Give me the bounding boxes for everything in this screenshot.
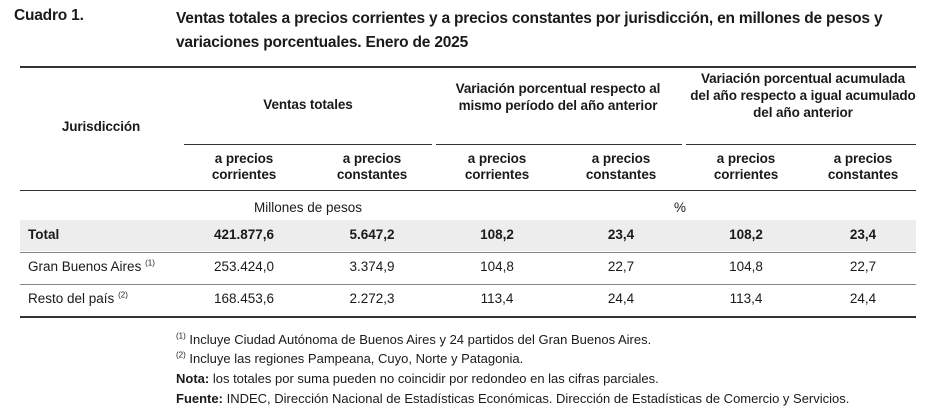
cell-resto-acum-constantes: 24,4 [849, 291, 877, 306]
source-line: Fuente: INDEC, Dirección Nacional de Est… [176, 391, 849, 407]
subheader-constantes-3: a precios constantes [827, 151, 899, 182]
cell-total-ventas-constantes: 5.647,2 [349, 227, 395, 242]
cell-total-acum-corrientes: 108,2 [729, 227, 763, 242]
header-jurisdiccion: Jurisdicción [61, 119, 141, 134]
subheader-corrientes-1: a precios corrientes [211, 151, 277, 182]
cell-gba-ventas-corrientes: 253.424,0 [213, 259, 275, 274]
bottom-rule [20, 316, 916, 318]
table-title: Ventas totales a precios corrientes y a … [176, 10, 883, 51]
subheader-constantes-2: a precios constantes [585, 151, 657, 182]
row-divider-1 [20, 252, 916, 253]
row-label-gba: Gran Buenos Aires (1) [28, 258, 155, 276]
cell-gba-acum-corrientes: 104,8 [729, 259, 763, 274]
footnote-1-text: Incluye Ciudad Autónoma de Buenos Aires … [189, 332, 652, 347]
cell-resto-ventas-corrientes: 168.453,6 [213, 291, 275, 306]
cell-total-ventas-corrientes: 421.877,6 [213, 227, 275, 242]
header-variacion-acumulada: Variación porcentual acumulada del año r… [690, 71, 916, 120]
footnote-2-mark: (2) [176, 350, 186, 360]
cell-resto-ventas-constantes: 2.272,3 [349, 291, 395, 306]
subheader-corrientes-2: a precios corrientes [464, 151, 530, 182]
group-rule-ventas [184, 144, 432, 145]
cell-gba-var-constantes: 22,7 [607, 259, 635, 274]
header-rule [20, 190, 916, 191]
source-label: Fuente: [176, 391, 223, 406]
row-label-resto-text: Resto del país [28, 291, 115, 306]
cell-gba-ventas-constantes: 3.374,9 [349, 259, 395, 274]
footnote-2: (2) Incluye las regiones Pampeana, Cuyo,… [176, 351, 523, 367]
cell-resto-acum-corrientes: 113,4 [729, 291, 763, 306]
row-label-gba-text: Gran Buenos Aires [28, 259, 142, 274]
cell-total-var-corrientes: 108,2 [480, 227, 514, 242]
table-number: Cuadro 1. [14, 7, 84, 24]
cell-resto-var-constantes: 24,4 [607, 291, 635, 306]
subheader-corrientes-3: a precios corrientes [713, 151, 779, 182]
cell-gba-acum-constantes: 22,7 [849, 259, 877, 274]
header-variacion-periodo: Variación porcentual respecto al mismo p… [455, 81, 661, 113]
header-ventas-totales: Ventas totales [263, 97, 353, 112]
unit-percent: % [673, 200, 686, 215]
top-rule [20, 66, 916, 68]
footnote-2-text: Incluye las regiones Pampeana, Cuyo, Nor… [189, 351, 524, 366]
note-line: Nota: los totales por suma pueden no coi… [176, 371, 659, 387]
row-label-total: Total [28, 227, 60, 242]
total-row-shading [20, 220, 916, 251]
cell-gba-var-corrientes: 104,8 [480, 259, 514, 274]
unit-millones: Millones de pesos [253, 200, 363, 215]
group-rule-acumulada [686, 144, 916, 145]
note-text: los totales por suma pueden no coincidir… [212, 371, 659, 386]
footnote-1: (1) Incluye Ciudad Autónoma de Buenos Ai… [176, 332, 651, 348]
group-rule-variacion [436, 144, 682, 145]
footnote-mark-1: (1) [145, 258, 155, 268]
row-divider-2 [20, 284, 916, 285]
cell-total-var-constantes: 23,4 [607, 227, 635, 242]
cell-resto-var-corrientes: 113,4 [480, 291, 514, 306]
cell-total-acum-constantes: 23,4 [849, 227, 877, 242]
footnote-1-mark: (1) [176, 331, 186, 341]
note-label: Nota: [176, 371, 210, 386]
subheader-constantes-1: a precios constantes [336, 151, 408, 182]
footnote-mark-2: (2) [118, 290, 128, 300]
row-label-resto: Resto del país (2) [28, 290, 128, 308]
source-text: INDEC, Dirección Nacional de Estadística… [226, 391, 850, 406]
